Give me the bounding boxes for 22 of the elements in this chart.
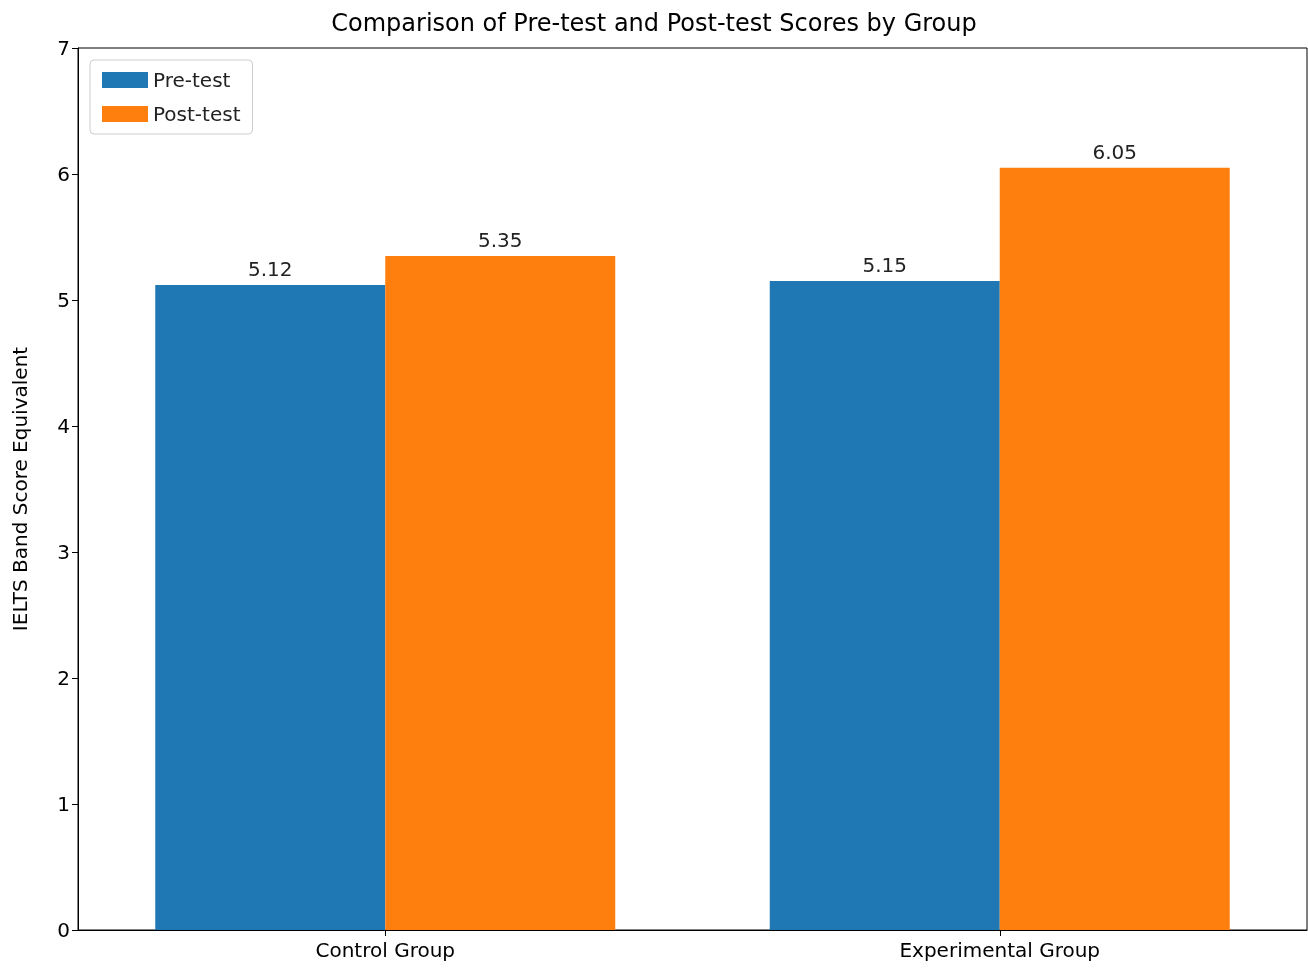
y-tick-label: 7 <box>57 36 70 60</box>
x-tick-label: Control Group <box>315 938 456 962</box>
x-tick-label: Experimental Group <box>899 938 1101 962</box>
y-axis-title: IELTS Band Score Equivalent <box>8 346 32 632</box>
legend-label: Pre-test <box>153 68 231 92</box>
chart-title: Comparison of Pre-test and Post-test Scores by Group <box>331 9 977 37</box>
legend-label: Post-test <box>153 102 241 126</box>
y-tick-label: 5 <box>57 288 70 312</box>
y-tick-label: 4 <box>57 414 70 438</box>
y-tick-label: 6 <box>57 162 70 186</box>
bar <box>155 284 386 930</box>
y-tick-label: 2 <box>57 666 70 690</box>
bar <box>769 281 1000 930</box>
y-tick-label: 3 <box>57 540 70 564</box>
bar <box>385 255 616 930</box>
y-tick-label: 0 <box>57 918 70 942</box>
data-label: 5.35 <box>477 227 523 252</box>
data-label: 5.12 <box>247 256 293 281</box>
y-tick-label: 1 <box>57 792 70 816</box>
data-label: 5.15 <box>862 253 908 278</box>
bar <box>999 167 1230 930</box>
data-label: 6.05 <box>1092 139 1138 164</box>
